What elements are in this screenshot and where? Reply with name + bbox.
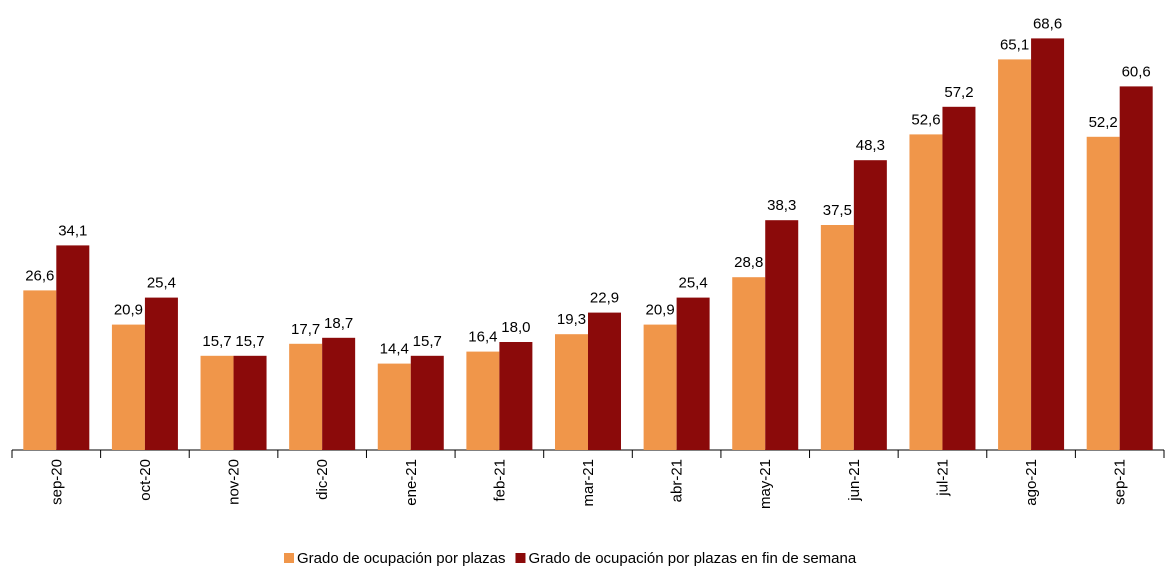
bar (200, 355, 234, 450)
x-tick-label: sep-21 (1112, 459, 1129, 505)
legend-label: Grado de ocupación por plazas en fin de … (528, 550, 856, 567)
x-tick-label: feb-21 (491, 459, 508, 502)
bar (56, 245, 90, 450)
data-label: 26,6 (25, 267, 54, 284)
x-tick-label: dic-20 (314, 459, 331, 500)
x-tick-label: mar-21 (580, 459, 597, 507)
bar (1031, 38, 1065, 451)
x-tick-label: ago-21 (1023, 459, 1040, 506)
bar (732, 277, 766, 450)
x-tick-label: oct-20 (137, 459, 154, 501)
data-label: 22,9 (590, 290, 619, 307)
x-tick-label: may-21 (757, 459, 774, 509)
data-label: 60,6 (1122, 63, 1151, 80)
data-label: 16,4 (468, 329, 497, 346)
data-label: 57,2 (944, 84, 973, 101)
legend-swatch (284, 553, 294, 563)
data-label: 14,4 (380, 341, 409, 358)
bar (909, 134, 943, 450)
bar (111, 324, 145, 450)
data-label: 15,7 (202, 333, 231, 350)
bar (555, 334, 588, 450)
data-label: 52,2 (1089, 114, 1118, 131)
data-label: 38,3 (767, 197, 796, 214)
x-tick-label: jul-21 (934, 459, 951, 497)
bar (765, 220, 799, 450)
bar (233, 355, 267, 450)
data-label: 52,6 (911, 111, 940, 128)
data-label: 15,7 (413, 333, 442, 350)
data-label: 65,1 (1000, 36, 1029, 53)
data-label: 28,8 (734, 254, 763, 271)
x-tick-label: abr-21 (669, 459, 686, 502)
bar (588, 312, 621, 450)
bar (499, 342, 533, 450)
data-label: 18,0 (501, 319, 530, 336)
legend-label: Grado de ocupación por plazas (297, 550, 505, 567)
data-label: 25,4 (679, 275, 708, 292)
data-label: 34,1 (58, 222, 87, 239)
x-tick-label: nov-20 (226, 459, 243, 505)
legend-swatch (515, 553, 526, 563)
bar (643, 324, 677, 450)
x-tick-label: jun-21 (846, 459, 863, 502)
data-label: 18,7 (324, 315, 353, 332)
bar (676, 297, 710, 450)
bar (998, 59, 1032, 451)
bar (466, 351, 500, 450)
bar (144, 297, 178, 450)
data-label: 37,5 (823, 202, 852, 219)
bar (1086, 136, 1120, 451)
bar (853, 160, 887, 450)
data-label: 68,6 (1033, 15, 1062, 32)
data-label: 48,3 (856, 137, 885, 154)
x-tick-label: ene-21 (403, 459, 420, 506)
bar (289, 343, 323, 450)
bar (942, 106, 976, 451)
bar (377, 363, 411, 450)
data-label: 20,9 (646, 302, 675, 319)
data-label: 20,9 (114, 302, 143, 319)
bar (322, 337, 356, 450)
bar (410, 355, 444, 450)
data-label: 19,3 (557, 311, 586, 328)
bar (1119, 86, 1153, 451)
data-label: 25,4 (147, 275, 176, 292)
data-label: 17,7 (291, 321, 320, 338)
bar (23, 290, 57, 450)
x-tick-label: sep-20 (48, 459, 65, 505)
bar (820, 225, 854, 450)
data-label: 15,7 (235, 333, 264, 350)
